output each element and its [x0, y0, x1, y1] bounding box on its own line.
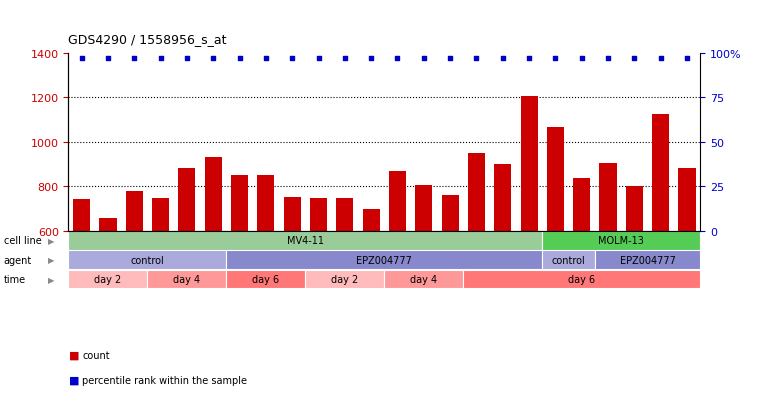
Bar: [68, 231, 542, 250]
Bar: [389, 172, 406, 231]
Point: [102, 56, 114, 62]
Bar: [494, 164, 511, 231]
Bar: [521, 97, 537, 231]
Text: percentile rank within the sample: percentile rank within the sample: [82, 375, 247, 385]
Text: ▶: ▶: [48, 236, 55, 245]
Text: control: control: [552, 255, 585, 265]
Point: [234, 56, 246, 62]
Text: day 4: day 4: [410, 274, 438, 285]
Bar: [441, 196, 459, 231]
Bar: [152, 199, 169, 231]
Bar: [600, 164, 616, 231]
Point: [602, 56, 614, 62]
Point: [391, 56, 403, 62]
Bar: [100, 218, 116, 231]
Bar: [231, 176, 248, 231]
Bar: [547, 128, 564, 231]
Text: day 2: day 2: [94, 274, 122, 285]
Bar: [148, 270, 227, 289]
Point: [418, 56, 430, 62]
Bar: [68, 251, 227, 269]
Text: agent: agent: [4, 255, 32, 265]
Text: EPZ004777: EPZ004777: [619, 255, 676, 265]
Text: count: count: [82, 350, 110, 360]
Point: [207, 56, 219, 62]
Bar: [227, 270, 305, 289]
Point: [313, 56, 325, 62]
Text: day 6: day 6: [568, 274, 595, 285]
Text: EPZ004777: EPZ004777: [356, 255, 412, 265]
Text: GDS4290 / 1558956_s_at: GDS4290 / 1558956_s_at: [68, 33, 227, 46]
Point: [629, 56, 641, 62]
Text: day 2: day 2: [331, 274, 358, 285]
Bar: [126, 191, 143, 231]
Bar: [384, 270, 463, 289]
Bar: [678, 169, 696, 231]
Text: MV4-11: MV4-11: [287, 236, 324, 246]
Bar: [305, 270, 384, 289]
Bar: [227, 251, 542, 269]
Point: [575, 56, 587, 62]
Bar: [416, 185, 432, 231]
Point: [154, 56, 167, 62]
Point: [365, 56, 377, 62]
Text: ▶: ▶: [48, 275, 55, 284]
Point: [75, 56, 88, 62]
Text: cell line: cell line: [4, 236, 42, 246]
Point: [128, 56, 140, 62]
Text: day 6: day 6: [253, 274, 279, 285]
Text: MOLM-13: MOLM-13: [598, 236, 644, 246]
Bar: [336, 198, 353, 231]
Bar: [542, 231, 700, 250]
Bar: [310, 199, 327, 231]
Bar: [463, 270, 700, 289]
Text: ▶: ▶: [48, 256, 55, 265]
Bar: [68, 270, 148, 289]
Bar: [573, 179, 591, 231]
Text: control: control: [131, 255, 164, 265]
Bar: [205, 158, 221, 231]
Text: day 4: day 4: [174, 274, 200, 285]
Point: [260, 56, 272, 62]
Point: [286, 56, 298, 62]
Bar: [468, 154, 485, 231]
Text: time: time: [4, 274, 26, 285]
Text: ■: ■: [68, 375, 79, 385]
Point: [444, 56, 456, 62]
Bar: [542, 251, 595, 269]
Point: [654, 56, 667, 62]
Point: [497, 56, 509, 62]
Bar: [652, 115, 669, 231]
Point: [470, 56, 482, 62]
Bar: [73, 200, 91, 231]
Bar: [595, 251, 700, 269]
Bar: [284, 198, 301, 231]
Point: [681, 56, 693, 62]
Point: [549, 56, 562, 62]
Text: ■: ■: [68, 350, 79, 360]
Point: [339, 56, 351, 62]
Bar: [626, 187, 643, 231]
Bar: [362, 209, 380, 231]
Bar: [257, 176, 275, 231]
Point: [523, 56, 535, 62]
Bar: [178, 169, 196, 231]
Point: [181, 56, 193, 62]
